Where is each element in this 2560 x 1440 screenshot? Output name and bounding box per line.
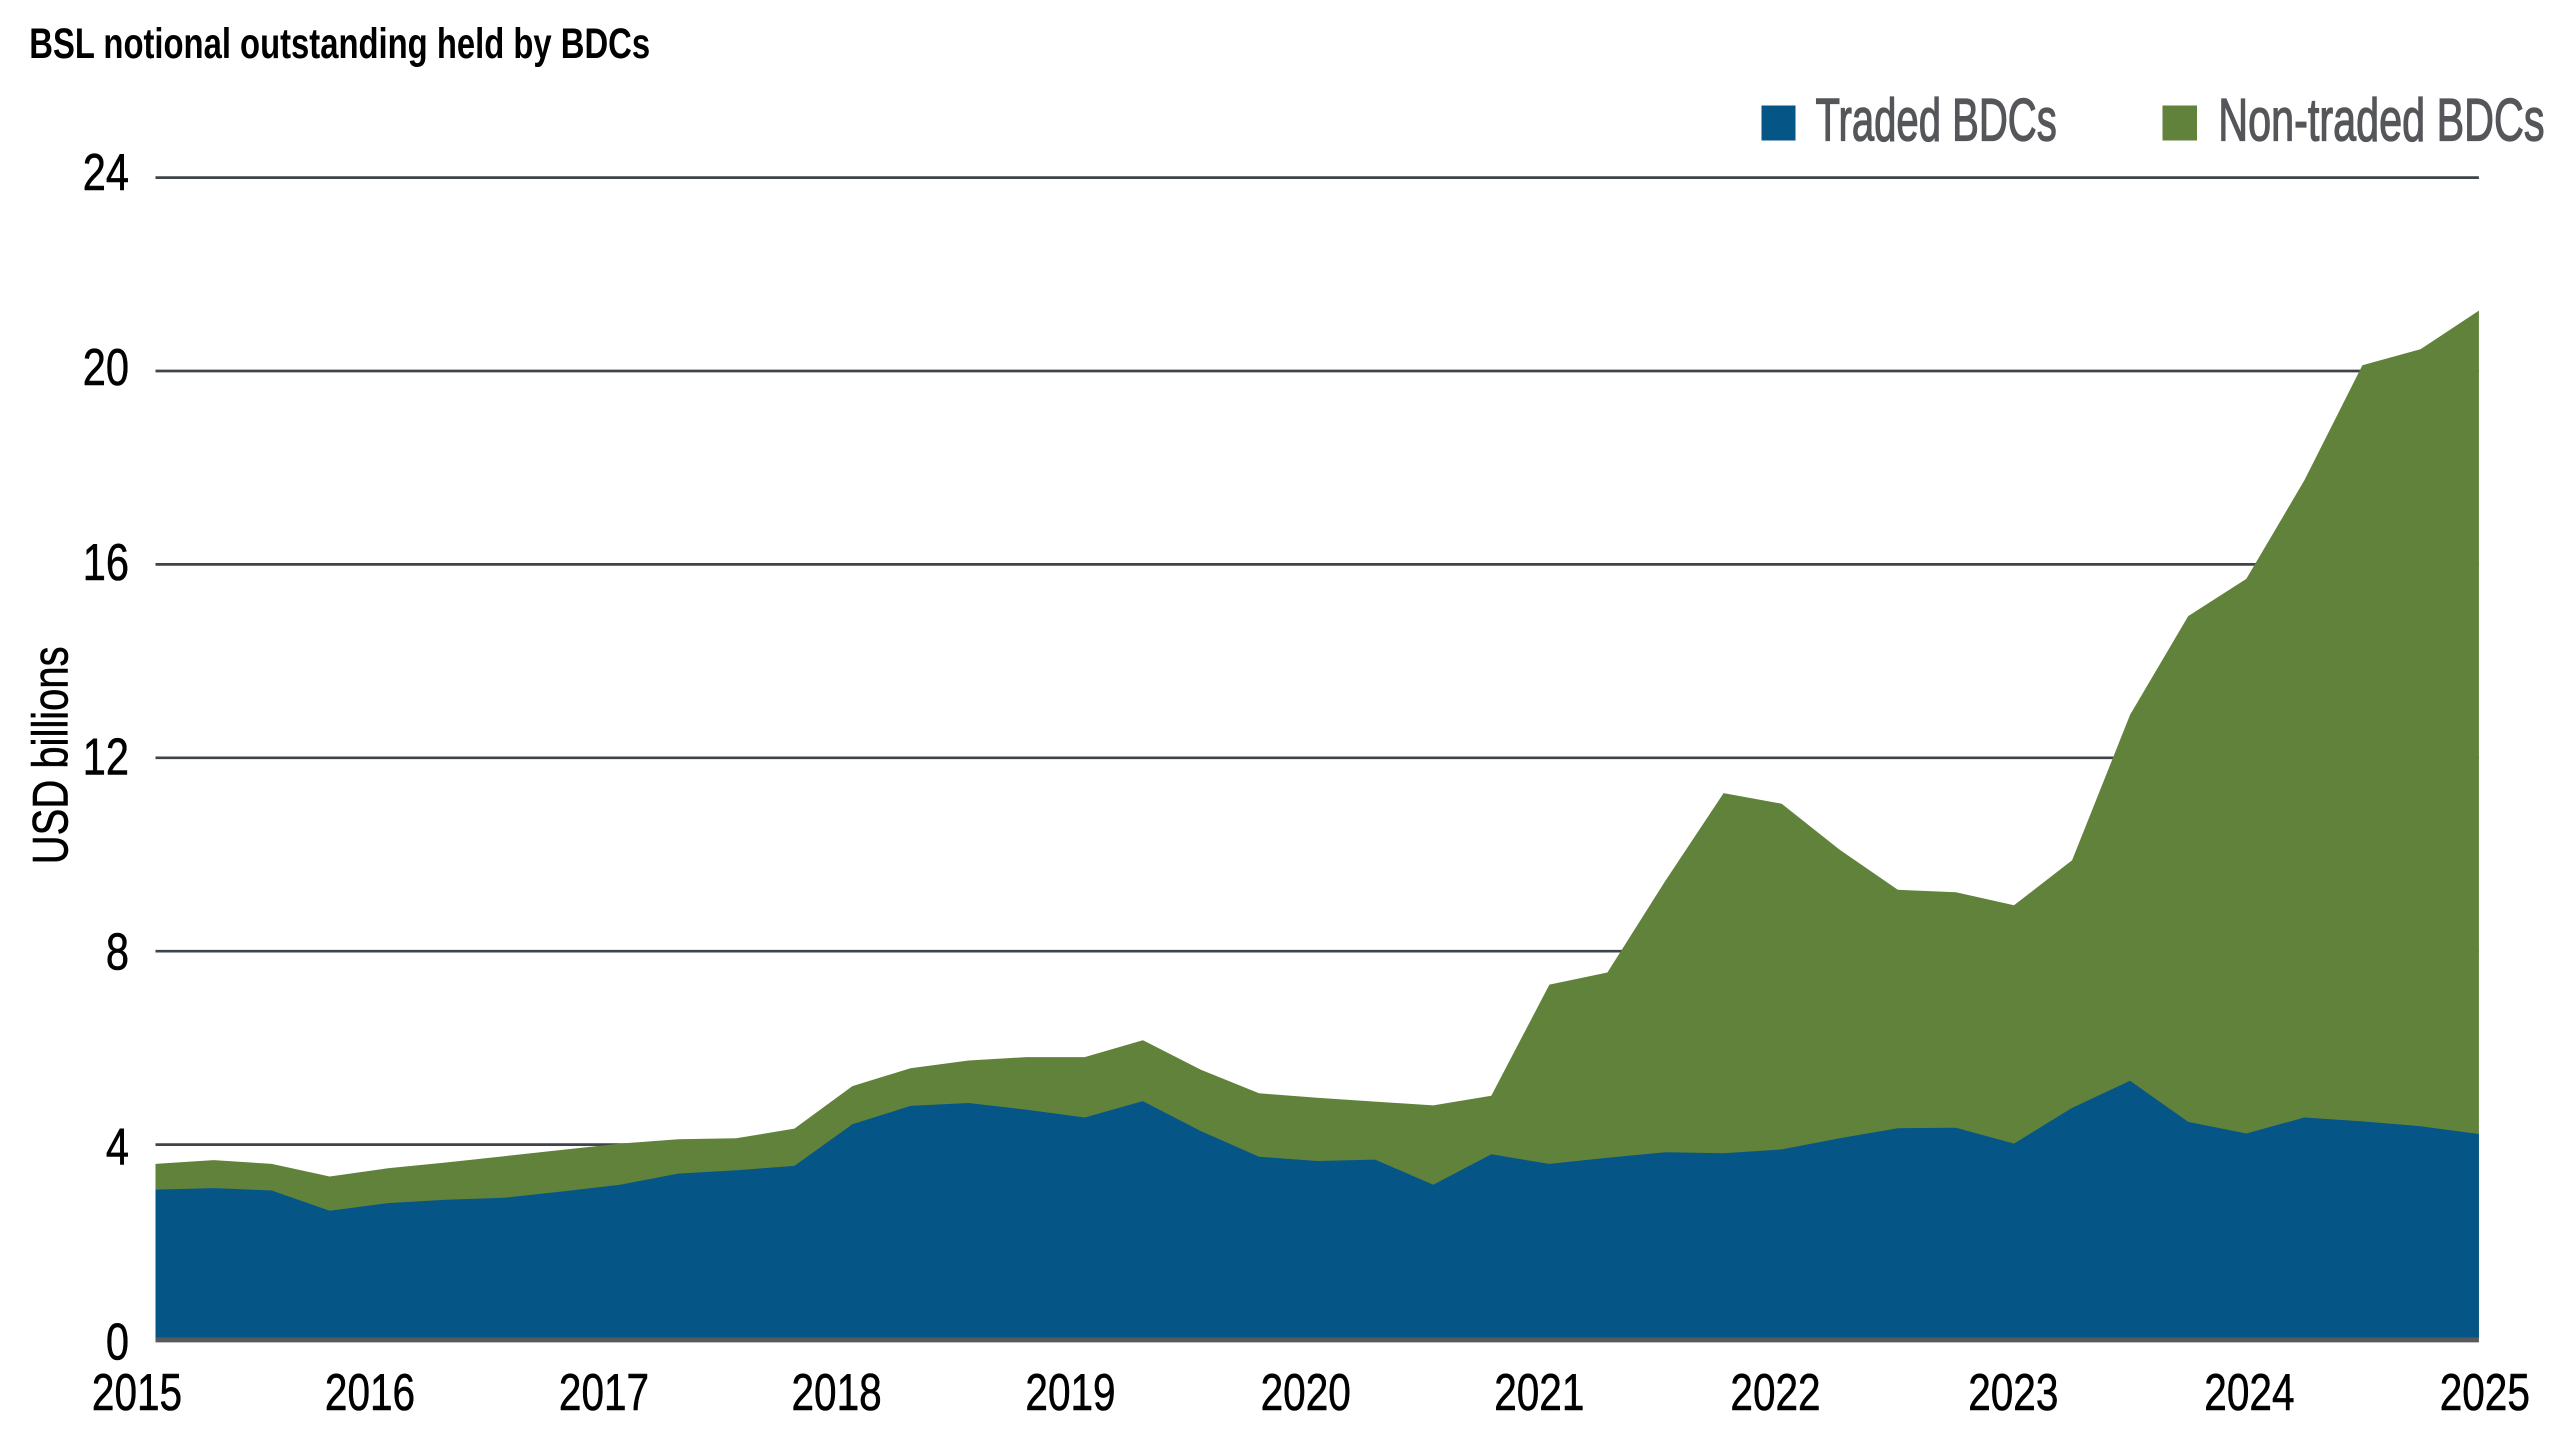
svg-text:USD billions: USD billions <box>22 646 78 864</box>
svg-text:2025: 2025 <box>2440 1363 2530 1421</box>
svg-text:12: 12 <box>83 727 129 786</box>
svg-text:Non-traded BDCs: Non-traded BDCs <box>2218 86 2544 154</box>
svg-text:16: 16 <box>83 532 129 591</box>
svg-text:Traded BDCs: Traded BDCs <box>1816 86 2057 153</box>
svg-text:8: 8 <box>106 922 129 981</box>
svg-text:2018: 2018 <box>791 1363 881 1421</box>
svg-text:2019: 2019 <box>1025 1363 1115 1421</box>
svg-text:24: 24 <box>83 142 129 201</box>
svg-text:BSL notional outstanding held: BSL notional outstanding held by BDCs <box>29 20 650 68</box>
svg-text:2017: 2017 <box>559 1363 649 1421</box>
svg-text:20: 20 <box>83 337 129 396</box>
svg-text:0: 0 <box>106 1312 129 1371</box>
svg-text:2016: 2016 <box>325 1363 415 1421</box>
svg-text:4: 4 <box>106 1117 129 1176</box>
svg-text:2015: 2015 <box>92 1363 182 1421</box>
svg-text:2024: 2024 <box>2204 1363 2294 1421</box>
svg-text:2021: 2021 <box>1494 1363 1584 1421</box>
svg-text:2022: 2022 <box>1730 1363 1820 1421</box>
svg-text:2023: 2023 <box>1968 1363 2058 1421</box>
svg-text:2020: 2020 <box>1261 1363 1351 1421</box>
